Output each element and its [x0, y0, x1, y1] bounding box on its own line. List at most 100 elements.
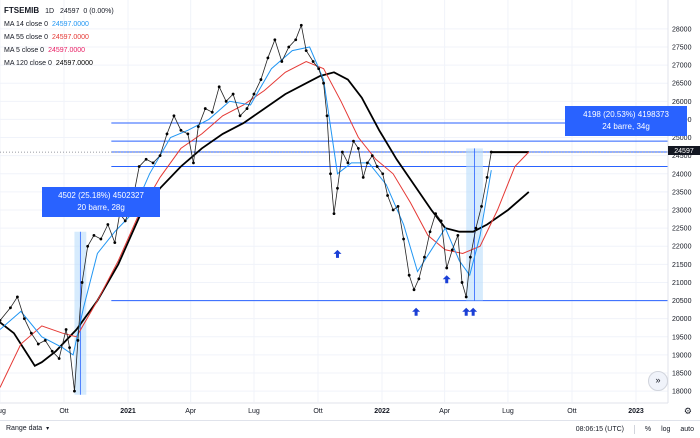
- scroll-to-realtime-button[interactable]: »: [648, 371, 668, 391]
- measure-box-left[interactable]: 4502 (25.18%) 4502327 20 barre, 28g: [42, 187, 160, 217]
- price-point: [485, 175, 489, 179]
- price-point: [57, 357, 61, 360]
- y-tick-label: 23000: [672, 208, 692, 215]
- ma55-line: [0, 60, 530, 388]
- y-tick-label: 22500: [672, 226, 692, 233]
- price-point: [386, 194, 389, 197]
- price-point: [417, 277, 421, 281]
- price-point: [464, 295, 468, 299]
- price-point: [445, 266, 449, 270]
- x-tick-label: Ott: [59, 408, 68, 415]
- price-point: [179, 128, 183, 132]
- measure-ranges: [74, 148, 483, 395]
- price-label-text: 24597: [674, 148, 694, 155]
- price-point: [165, 132, 169, 136]
- price-point: [407, 273, 411, 277]
- price-point: [259, 78, 263, 81]
- price-point: [332, 212, 336, 216]
- symbol-name[interactable]: FTSEMIB: [4, 6, 40, 15]
- measure-box-left-line2: 20 barre, 28g: [77, 203, 125, 212]
- price-point: [346, 161, 350, 165]
- log-toggle[interactable]: log: [661, 426, 671, 434]
- ma120-value: 24597.0000: [55, 60, 93, 67]
- y-tick-label: 24000: [672, 171, 692, 178]
- ma5-label: MA 5 close 0: [4, 47, 45, 54]
- price-point: [356, 147, 360, 150]
- price-point: [450, 248, 454, 252]
- divider: [633, 425, 635, 434]
- range-label: Range data: [6, 425, 43, 432]
- up-arrow-icon: [442, 275, 451, 284]
- price-point: [322, 81, 325, 85]
- legend-ma55[interactable]: MA 55 close 0 24597.0000: [4, 31, 114, 44]
- price-point: [99, 237, 103, 241]
- x-tick-label: Apr: [185, 408, 197, 415]
- price-point: [15, 295, 19, 299]
- x-tick-label: Lug: [502, 408, 514, 415]
- clock-time[interactable]: 08:06:15 (UTC): [575, 426, 624, 434]
- price-axis[interactable]: 2800027500270002650026000255002500024500…: [667, 0, 692, 403]
- ma55-value: 24597.0000: [51, 34, 89, 41]
- y-tick-label: 26000: [672, 99, 692, 106]
- y-tick-label: 24500: [672, 153, 692, 160]
- x-tick-label: 2022: [374, 408, 390, 415]
- price-point: [196, 125, 200, 129]
- y-tick-label: 19000: [672, 352, 692, 359]
- interval[interactable]: 1D: [45, 8, 55, 15]
- price-point: [137, 165, 141, 168]
- last-price: 24597: [59, 8, 80, 15]
- legend-symbol-row: FTSEMIB 1D 24597 0 (0.00%): [4, 4, 114, 18]
- y-tick-label: 28000: [672, 26, 692, 33]
- percent-toggle[interactable]: %: [644, 426, 652, 434]
- price-point: [73, 389, 76, 393]
- measure-box-left-line1: 4502 (25.18%) 4502327: [58, 191, 144, 200]
- price-point: [366, 161, 369, 165]
- price-point: [412, 288, 416, 292]
- x-tick-label: Apr: [439, 408, 451, 415]
- price-point: [480, 204, 483, 208]
- ma14-line: [0, 46, 492, 356]
- price-point: [9, 306, 12, 310]
- y-tick-label: 23500: [672, 189, 692, 196]
- price-point: [396, 204, 400, 208]
- price-point: [375, 165, 379, 168]
- chevron-down-icon: ▾: [46, 426, 50, 432]
- price-point: [123, 219, 127, 223]
- x-tick-label: Ott: [567, 408, 576, 415]
- price-point: [460, 281, 464, 284]
- legend-ma120[interactable]: MA 120 close 0 24597.0000: [4, 57, 114, 70]
- price-point: [22, 317, 26, 321]
- x-tick-label: 2023: [628, 408, 644, 415]
- legend-ma14[interactable]: MA 14 close 0 24597.0000: [4, 18, 114, 31]
- price-point: [29, 331, 33, 335]
- y-tick-label: 21500: [672, 262, 692, 269]
- price-point: [402, 237, 405, 241]
- y-tick-label: 18000: [672, 389, 692, 396]
- gear-icon[interactable]: ⚙: [683, 406, 692, 416]
- measure-box-right-line1: 4198 (20.53%) 4198373: [583, 110, 669, 119]
- ma14-label: MA 14 close 0: [4, 21, 48, 28]
- price-point: [86, 244, 90, 248]
- measure-box-right[interactable]: 4198 (20.53%) 4198373 24 barre, 34g: [565, 106, 687, 136]
- price-point: [340, 150, 344, 154]
- x-tick-label: Lug: [0, 408, 6, 415]
- price-point: [456, 233, 460, 237]
- ma5-value: 24597.0000: [48, 47, 86, 54]
- price-point: [238, 114, 242, 118]
- time-axis[interactable]: Lug Ott 2021 Apr Lug Ott 2022 Apr Lug Ott 2023: [0, 402, 668, 415]
- price-point: [0, 319, 2, 322]
- price-point: [439, 219, 443, 223]
- auto-toggle[interactable]: auto: [680, 426, 694, 434]
- price-point: [352, 139, 355, 143]
- price-point: [252, 92, 256, 96]
- y-tick-label: 19500: [672, 334, 692, 341]
- y-tick-label: 25000: [672, 135, 692, 142]
- price-point: [151, 161, 155, 165]
- arrow-markers: [333, 249, 478, 316]
- price-point: [280, 60, 284, 63]
- range-selector[interactable]: Range data ▾: [6, 425, 49, 432]
- price-point: [245, 107, 249, 110]
- price-point: [489, 150, 493, 154]
- legend-ma5[interactable]: MA 5 close 0 24597.0000: [4, 44, 114, 57]
